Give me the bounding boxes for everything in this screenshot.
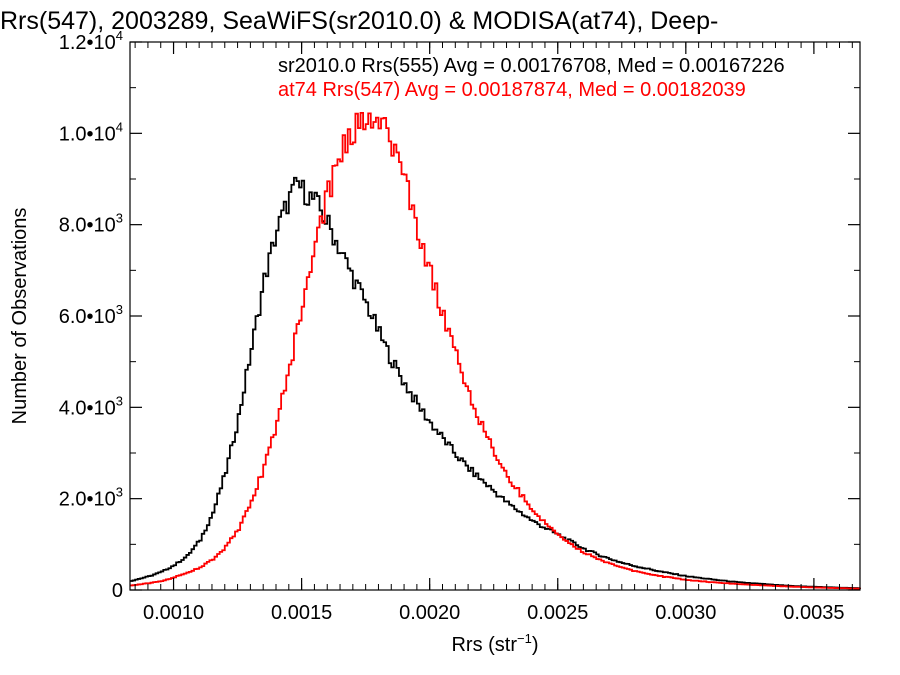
x-axis-label-close: ) [532, 634, 539, 656]
x-axis-label-superscript: −1 [517, 631, 532, 646]
x-tick-label: 0.0030 [655, 602, 716, 624]
x-axis: 0.0010 0.0015 0.0020 0.0025 0.0030 0.0035 [134, 42, 853, 624]
annotation-at74: at74 Rrs(547) Avg = 0.00187874, Med = 0.… [278, 79, 746, 101]
chart-title: Rrs(547), 2003289, SeaWiFS(sr2010.0) & M… [0, 7, 718, 35]
x-axis-label-main: Rrs (str [451, 634, 517, 656]
annotation-sr2010: sr2010.0 Rrs(555) Avg = 0.00176708, Med … [278, 55, 785, 77]
y-tick-label: 1.2•104 [59, 28, 123, 54]
x-tick-label: 0.0020 [399, 602, 460, 624]
y-axis: 0 2.0•103 4.0•103 6.0•103 8.0•103 1.0•104 1.2•… [59, 28, 860, 602]
y-tick-label: 8.0•103 [59, 211, 123, 237]
x-tick-label: 0.0035 [783, 602, 844, 624]
y-tick-label: 1.0•104 [59, 119, 123, 145]
x-tick-label: 0.0010 [143, 602, 204, 624]
x-tick-label: 0.0025 [527, 602, 588, 624]
series-line-0 [130, 176, 861, 590]
y-tick-label: 0 [112, 580, 123, 602]
y-tick-label: 4.0•103 [59, 393, 123, 419]
x-tick-label: 0.0015 [271, 602, 332, 624]
y-tick-label: 2.0•103 [59, 485, 123, 511]
x-axis-label: Rrs (str−1) [451, 631, 538, 656]
y-tick-label: 6.0•103 [59, 302, 123, 328]
y-axis-label: Number of Observations [9, 208, 31, 425]
